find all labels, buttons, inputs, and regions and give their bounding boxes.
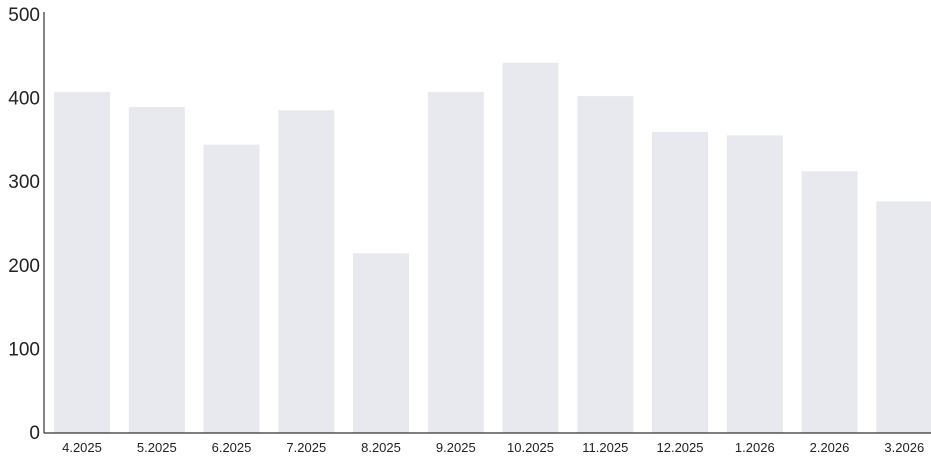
x-tick-label: 4.2025 [62,440,102,455]
bar-2.2026 [801,171,858,434]
x-tick-label: 7.2025 [286,440,326,455]
x-tick-label: 8.2025 [361,440,401,455]
y-tick-label: 500 [8,5,40,26]
y-tick-label: 400 [8,89,40,110]
bar-8.2025 [353,253,409,433]
bar-1.2026 [726,135,783,433]
y-tick-label: 0 [29,423,40,444]
axes-group [43,12,931,434]
x-tick-label: 12.2025 [657,440,704,455]
bars-group [54,62,931,434]
y-tick-label: 200 [8,256,40,277]
x-tick-label: 3.2026 [884,440,924,455]
x-tick-label: 1.2026 [735,440,775,455]
bar-11.2025 [577,96,634,433]
bar-12.2025 [652,132,708,433]
y-axis-ticks: 0 100 200 300 400 500 [8,5,40,444]
bar-7.2025 [278,110,335,434]
x-tick-label: 10.2025 [507,440,554,455]
x-tick-label: 11.2025 [582,440,628,455]
x-tick-label: 2.2026 [810,440,850,455]
bar-6.2025 [203,144,260,433]
bar-3.2026 [876,201,931,433]
x-tick-label: 5.2025 [137,440,177,455]
bar-9.2025 [427,91,484,434]
y-tick-label: 300 [8,172,40,193]
y-tick-label: 100 [8,339,40,360]
bar-10.2025 [502,62,559,433]
x-tick-label: 6.2025 [212,440,252,455]
bar-4.2025 [54,91,110,434]
x-tick-label: 9.2025 [436,440,476,455]
bar-5.2025 [128,107,185,433]
x-axis-ticks: 4.2025 5.2025 6.2025 7.2025 8.2025 9.2025 10.2… [62,440,924,455]
